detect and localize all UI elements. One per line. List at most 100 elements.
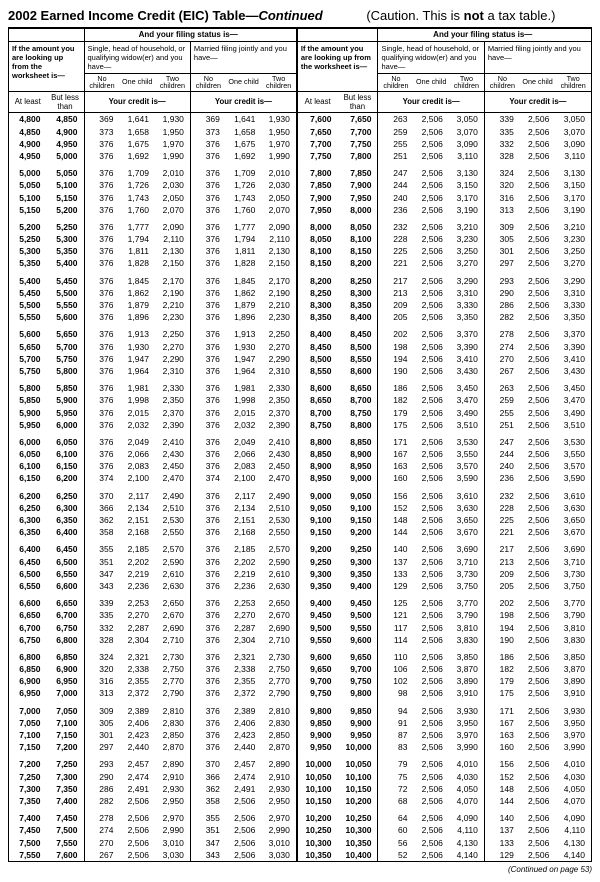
table-cell: 9,550 bbox=[297, 634, 338, 646]
table-cell: 3,410 bbox=[555, 353, 591, 365]
table-cell: 1,964 bbox=[119, 365, 154, 377]
table-cell: 2,506 bbox=[226, 837, 261, 849]
hdr-cell bbox=[9, 28, 84, 41]
table-cell: 209 bbox=[378, 299, 413, 311]
table-cell: 198 bbox=[484, 609, 519, 621]
table-cell: 2,270 bbox=[226, 609, 261, 621]
table-cell: 376 bbox=[190, 622, 225, 634]
table-cell: 7,750 bbox=[337, 138, 378, 150]
table-cell: 293 bbox=[484, 270, 519, 287]
table-cell: 213 bbox=[484, 556, 519, 568]
table-cell: 5,750 bbox=[47, 353, 85, 365]
hdr-cell: No children bbox=[84, 73, 119, 91]
table-cell: 1,990 bbox=[155, 150, 190, 162]
hdr-cell: Your credit is— bbox=[84, 91, 190, 113]
hdr-cell: But less than bbox=[337, 91, 378, 113]
table-cell: 1,709 bbox=[119, 162, 154, 179]
table-cell: 2,506 bbox=[413, 113, 448, 126]
table-cell: 1,794 bbox=[119, 233, 154, 245]
table-cell: 2,090 bbox=[261, 216, 297, 233]
table-cell: 3,210 bbox=[555, 216, 591, 233]
table-cell: 6,350 bbox=[9, 526, 47, 538]
table-cell: 9,800 bbox=[297, 700, 338, 717]
table-cell: 358 bbox=[190, 795, 225, 807]
table-cell: 225 bbox=[378, 245, 413, 257]
table-cell: 186 bbox=[484, 646, 519, 663]
table-cell: 2,134 bbox=[119, 502, 154, 514]
table-cell: 2,338 bbox=[119, 663, 154, 675]
table-cell: 376 bbox=[190, 663, 225, 675]
table-cell: 7,450 bbox=[9, 824, 47, 836]
table-cell: 2,506 bbox=[413, 419, 448, 431]
table-cell: 2,150 bbox=[155, 257, 190, 269]
table-cell: 6,950 bbox=[9, 687, 47, 699]
table-cell: 7,050 bbox=[9, 717, 47, 729]
table-cell: 3,830 bbox=[555, 634, 591, 646]
table-cell: 2,168 bbox=[119, 526, 154, 538]
table-cell: 2,202 bbox=[119, 556, 154, 568]
table-cell: 7,350 bbox=[47, 783, 85, 795]
table-cell: 301 bbox=[84, 729, 119, 741]
table-cell: 3,630 bbox=[449, 502, 484, 514]
table-cell: 9,150 bbox=[297, 526, 338, 538]
table-cell: 3,110 bbox=[555, 150, 591, 162]
table-cell: 320 bbox=[484, 179, 519, 191]
table-cell: 2,506 bbox=[520, 485, 555, 502]
table-cell: 6,100 bbox=[47, 448, 85, 460]
table-cell: 3,750 bbox=[555, 580, 591, 592]
table-cell: 2,506 bbox=[413, 179, 448, 191]
table-cell: 2,506 bbox=[520, 341, 555, 353]
table-cell: 2,506 bbox=[413, 216, 448, 233]
table-cell: 282 bbox=[484, 311, 519, 323]
table-cell: 374 bbox=[84, 472, 119, 484]
table-cell: 2,506 bbox=[520, 233, 555, 245]
hdr-cell: No children bbox=[190, 73, 225, 91]
table-cell: 3,550 bbox=[449, 448, 484, 460]
table-cell: 9,500 bbox=[337, 609, 378, 621]
table-cell: 217 bbox=[378, 270, 413, 287]
table-cell: 2,370 bbox=[155, 407, 190, 419]
table-cell: 2,910 bbox=[261, 771, 297, 783]
table-cell: 213 bbox=[378, 287, 413, 299]
table-cell: 3,130 bbox=[555, 162, 591, 179]
table-cell: 7,400 bbox=[47, 795, 85, 807]
table-cell: 244 bbox=[378, 179, 413, 191]
table-cell: 5,850 bbox=[9, 394, 47, 406]
table-cell: 3,530 bbox=[449, 431, 484, 448]
table-cell: 2,506 bbox=[520, 729, 555, 741]
table-cell: 6,900 bbox=[47, 663, 85, 675]
table-cell: 2,506 bbox=[520, 807, 555, 824]
table-cell: 8,450 bbox=[337, 323, 378, 340]
table-cell: 2,506 bbox=[413, 150, 448, 162]
table-cell: 9,000 bbox=[337, 472, 378, 484]
table-cell: 376 bbox=[190, 502, 225, 514]
table-cell: 2,506 bbox=[520, 622, 555, 634]
table-cell: 4,900 bbox=[47, 126, 85, 138]
table-cell: 2,049 bbox=[226, 431, 261, 448]
table-cell: 2,530 bbox=[261, 514, 297, 526]
table-cell: 2,506 bbox=[119, 795, 154, 807]
table-cell: 10,050 bbox=[337, 753, 378, 770]
table-cell: 2,506 bbox=[520, 448, 555, 460]
table-cell: 6,500 bbox=[9, 568, 47, 580]
table-cell: 190 bbox=[484, 634, 519, 646]
table-cell: 6,600 bbox=[47, 580, 85, 592]
table-cell: 2,355 bbox=[119, 675, 154, 687]
table-cell: 2,770 bbox=[261, 675, 297, 687]
table-cell: 376 bbox=[84, 270, 119, 287]
table-cell: 2,430 bbox=[155, 448, 190, 460]
table-cell: 2,470 bbox=[261, 472, 297, 484]
table-cell: 8,950 bbox=[337, 460, 378, 472]
table-cell: 8,750 bbox=[337, 407, 378, 419]
page-title: 2002 Earned Income Credit (EIC) Table—Co… bbox=[8, 8, 592, 23]
table-cell: 3,430 bbox=[555, 365, 591, 377]
table-cell: 9,100 bbox=[337, 502, 378, 514]
table-cell: 255 bbox=[484, 407, 519, 419]
table-cell: 369 bbox=[190, 113, 225, 126]
table-cell: 9,650 bbox=[337, 646, 378, 663]
table-cell: 137 bbox=[484, 824, 519, 836]
table-cell: 1,811 bbox=[226, 245, 261, 257]
table-cell: 2,506 bbox=[413, 204, 448, 216]
table-cell: 3,070 bbox=[449, 126, 484, 138]
table-cell: 376 bbox=[84, 287, 119, 299]
